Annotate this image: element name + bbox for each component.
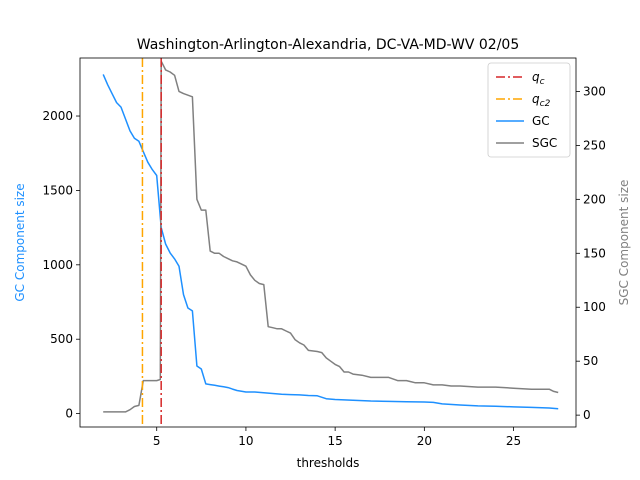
series-line-sgc [103,60,559,413]
y-right-tick-label: 200 [583,192,606,206]
y-right-tick-label: 250 [583,138,606,152]
x-tick-label: 20 [417,434,432,448]
y-left-tick-label: 0 [65,407,73,421]
y-axis-right: 0 50 100 150 200 250 300 [576,84,606,422]
y-left-tick-label: 1500 [42,183,73,197]
y-right-tick-label: 100 [583,300,606,314]
x-tick-label: 5 [153,434,161,448]
legend-label-qc2: qc2 [532,92,551,109]
y-right-tick-label: 0 [583,408,591,422]
y-right-tick-label: 150 [583,246,606,260]
plot-frame [79,57,577,428]
y-right-tick-label: 50 [583,354,598,368]
chart-title: Washington-Arlington-Alexandria, DC-VA-M… [137,37,520,53]
series-line-gc [102,74,559,410]
legend: qc qc2 GC SGC [487,62,571,158]
legend-label-gc: GC [532,114,550,128]
y-axis-left-label: GC Component size [13,183,27,301]
y-left-tick-label: 1000 [42,258,73,272]
legend-box [487,62,571,158]
y-left-tick-label: 2000 [42,109,73,123]
x-axis-label: thresholds [297,456,360,470]
threshold-lines [141,58,162,427]
x-tick-label: 10 [238,434,253,448]
legend-label-qc: qc [532,70,545,87]
series-layer [102,60,559,413]
y-right-tick-label: 300 [583,84,606,98]
y-axis-right-label: SGC Component size [617,180,631,306]
y-left-tick-label: 500 [50,332,73,346]
legend-label-sgc: SGC [532,136,557,150]
x-tick-label: 25 [506,434,521,448]
x-tick-label: 15 [327,434,342,448]
y-axis-left: 0 500 1000 1500 2000 [42,109,80,421]
x-axis: 5 10 15 20 25 [153,427,521,448]
